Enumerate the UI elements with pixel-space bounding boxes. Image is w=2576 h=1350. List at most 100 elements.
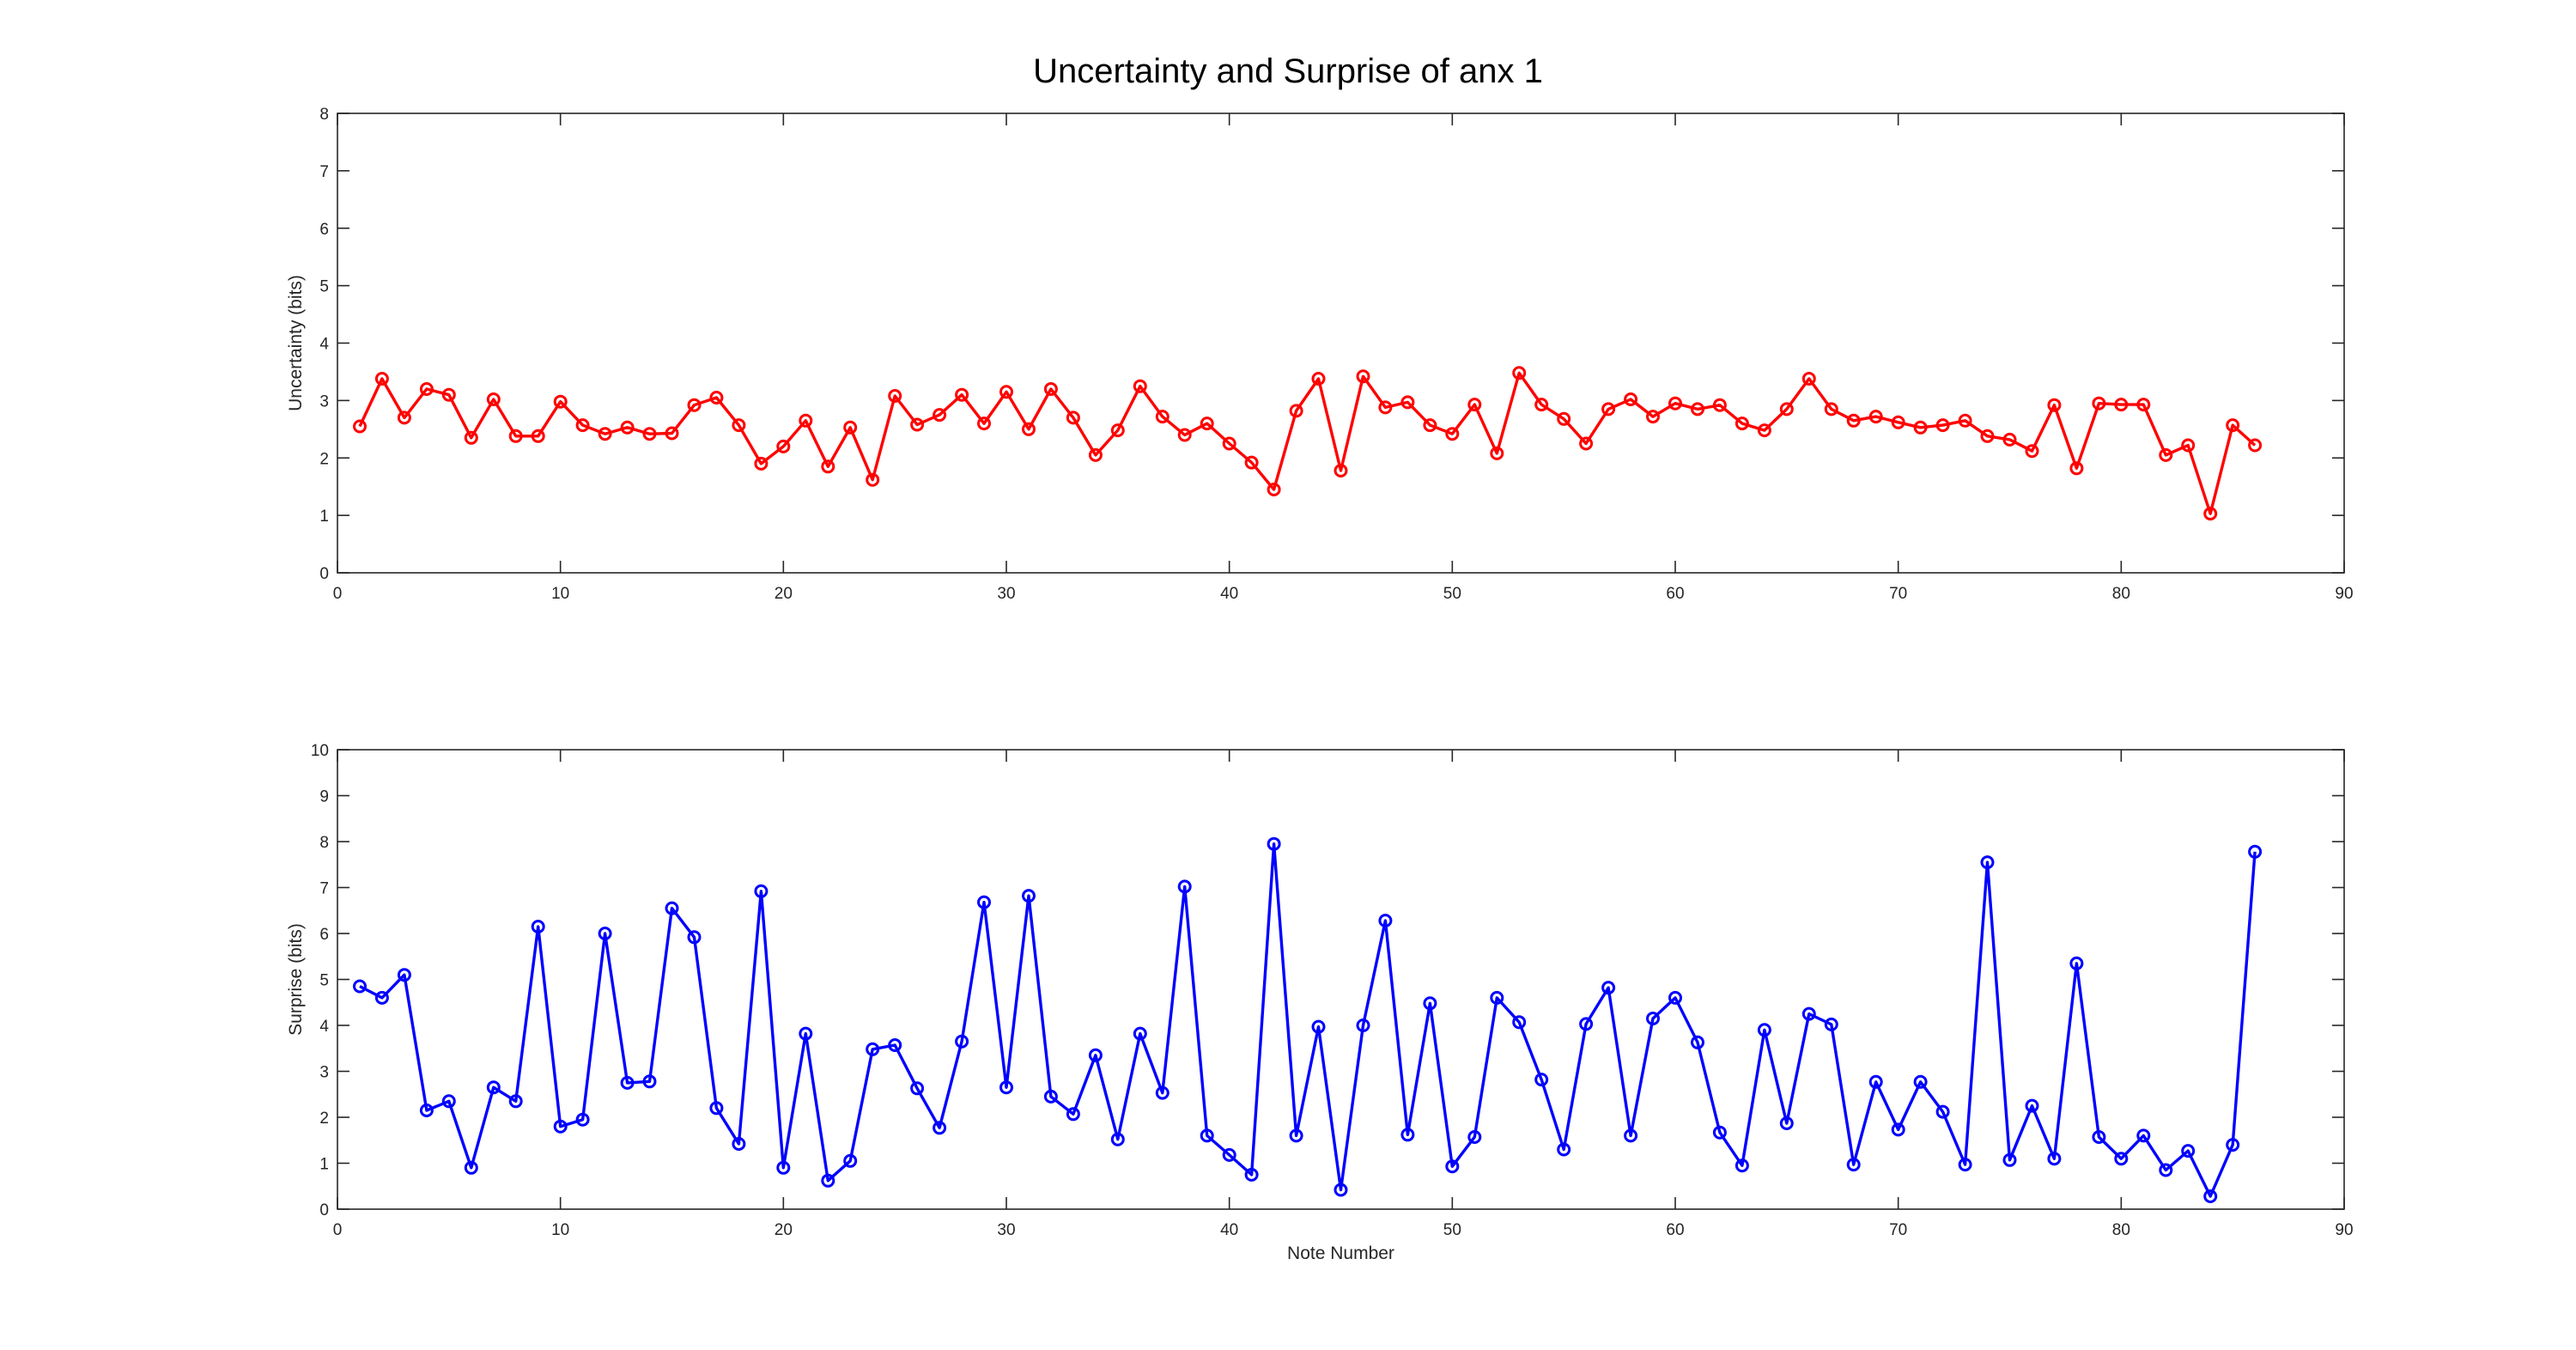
surprise-data-point <box>754 884 769 898</box>
uncertainty-y-tick-label: 2 <box>319 450 329 468</box>
surprise-data-point <box>508 1094 523 1109</box>
uncertainty-data-point <box>776 439 791 453</box>
surprise-data-point <box>441 1094 456 1109</box>
uncertainty-data-point <box>642 427 657 441</box>
uncertainty-x-tick-label: 20 <box>775 585 793 603</box>
surprise-plot: 0 10 20 30 40 50 60 70 80 90 0 1 2 3 4 5 6 7 8 9 10 Surprise … <box>286 742 2354 1263</box>
surprise-data-point <box>1868 1074 1883 1089</box>
surprise-data-point <box>2226 1138 2240 1152</box>
surprise-x-tick-label: 40 <box>1220 1221 1238 1239</box>
uncertainty-data-point <box>1356 369 1370 384</box>
surprise-data-point <box>1691 1035 1704 1049</box>
uncertainty-data-point <box>2114 398 2129 412</box>
uncertainty-y-tick-label: 8 <box>319 106 329 124</box>
surprise-y-tick-label: 2 <box>319 1110 329 1128</box>
uncertainty-data-point <box>575 418 590 433</box>
uncertainty-data-point <box>843 420 858 435</box>
surprise-x-tick-label: 20 <box>775 1221 793 1239</box>
surprise-y-axis-label: Surprise (bits) <box>286 923 306 1036</box>
surprise-data-point <box>1022 889 1036 903</box>
surprise-data-point <box>1646 1012 1660 1025</box>
surprise-data-point <box>933 1121 947 1135</box>
surprise-data-point <box>955 1034 969 1049</box>
surprise-data-point <box>1913 1074 1928 1089</box>
uncertainty-data-point <box>1779 402 1794 417</box>
surprise-data-point <box>553 1119 568 1134</box>
uncertainty-data-point <box>374 372 389 386</box>
uncertainty-data-point <box>999 385 1013 399</box>
uncertainty-data-point <box>1512 366 1527 380</box>
uncertainty-data-point <box>1712 398 1727 412</box>
uncertainty-data-point <box>754 456 769 471</box>
surprise-data-point <box>353 979 367 994</box>
surprise-data-point <box>1980 855 1995 870</box>
surprise-data-point <box>1668 990 1682 1005</box>
uncertainty-data-point <box>1378 400 1393 415</box>
surprise-data-point <box>2203 1189 2218 1203</box>
uncertainty-data-point <box>1222 436 1236 451</box>
uncertainty-axes-box <box>337 112 2345 574</box>
surprise-data-point <box>374 990 389 1005</box>
uncertainty-data-point <box>955 387 969 402</box>
uncertainty-data-point <box>419 382 434 396</box>
surprise-x-axis-label: Note Number <box>1287 1244 1394 1263</box>
uncertainty-data-point <box>1423 418 1437 433</box>
uncertainty-data-point <box>1868 410 1883 424</box>
surprise-data-point <box>1267 836 1281 851</box>
uncertainty-data-point <box>1913 420 1928 435</box>
surprise-data-point <box>2114 1152 2129 1166</box>
surprise-data-point <box>1624 1128 1638 1143</box>
uncertainty-data-point <box>553 394 568 409</box>
uncertainty-data-point <box>1155 410 1170 424</box>
surprise-data-point <box>1155 1085 1170 1100</box>
surprise-data-point <box>1200 1128 1214 1143</box>
chart-title: Uncertainty and Surprise of anx 1 <box>1033 52 1543 90</box>
surprise-data-point <box>598 927 612 940</box>
surprise-data-point <box>1311 1019 1326 1034</box>
uncertainty-data-point <box>2047 398 2062 412</box>
surprise-data-point <box>1935 1104 1950 1119</box>
uncertainty-data-point <box>1022 422 1036 436</box>
uncertainty-data-point <box>2248 438 2263 453</box>
uncertainty-data-point <box>531 429 545 443</box>
uncertainty-data-point <box>1891 415 1905 429</box>
uncertainty-x-tick-label: 90 <box>2335 585 2353 603</box>
uncertainty-y-tick-label: 3 <box>319 392 329 410</box>
uncertainty-data-point <box>2069 461 2084 476</box>
surprise-y-tick-label: 6 <box>319 926 329 944</box>
surprise-data-point <box>1846 1158 1861 1172</box>
uncertainty-data-point <box>1467 398 1482 412</box>
surprise-data-point <box>486 1080 501 1095</box>
surprise-data-point <box>1601 981 1616 995</box>
uncertainty-x-tick-label: 30 <box>997 585 1015 603</box>
surprise-data-point <box>687 930 702 945</box>
surprise-data-point <box>1958 1158 1972 1172</box>
uncertainty-data-point <box>1043 382 1058 396</box>
surprise-data-point <box>1534 1073 1549 1087</box>
surprise-data-point <box>1557 1142 1571 1157</box>
surprise-data-point <box>1043 1089 1058 1104</box>
uncertainty-plot: 0 10 20 30 40 50 60 70 80 90 0 1 2 3 4 5 6 7 8 Uncertainty … <box>286 106 2354 603</box>
uncertainty-x-tick-label: 0 <box>333 585 343 603</box>
uncertainty-data-point <box>2203 507 2218 521</box>
surprise-data-point <box>642 1074 657 1089</box>
surprise-data-point <box>1757 1023 1771 1037</box>
surprise-data-point <box>1356 1019 1370 1032</box>
surprise-data-point <box>2069 956 2084 970</box>
uncertainty-y-tick-label: 4 <box>319 336 329 354</box>
surprise-data-point <box>888 1038 902 1052</box>
surprise-x-tick-label: 90 <box>2335 1221 2353 1239</box>
surprise-y-tick-label: 8 <box>319 834 329 852</box>
uncertainty-data-point <box>1935 418 1950 433</box>
surprise-data-point <box>1378 914 1393 927</box>
uncertainty-x-tick-label: 50 <box>1443 585 1461 603</box>
uncertainty-data-point <box>732 418 746 433</box>
surprise-y-tick-label: 9 <box>319 788 329 806</box>
uncertainty-y-axis-label: Uncertainty (bits) <box>286 275 306 411</box>
uncertainty-data-point <box>2025 444 2039 459</box>
uncertainty-data-point <box>2159 447 2173 462</box>
surprise-y-tick-label: 10 <box>311 742 329 760</box>
uncertainty-data-point <box>486 392 501 406</box>
uncertainty-data-point <box>508 429 523 443</box>
